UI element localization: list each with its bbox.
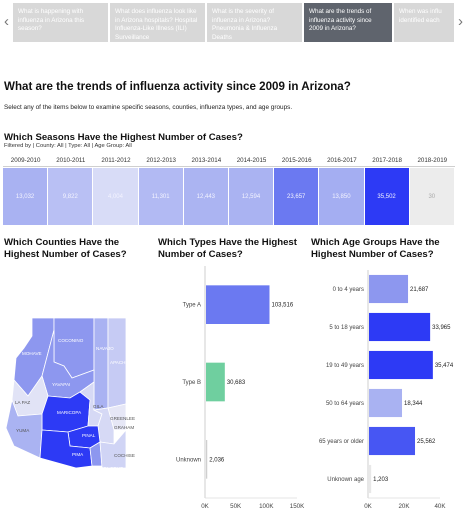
season-label[interactable]: 2014-2015 — [236, 157, 267, 164]
season-label[interactable]: 2009-2010 — [10, 157, 41, 164]
tick-label: 50K — [230, 503, 242, 510]
value-label: 18,344 — [404, 401, 423, 407]
season-label[interactable]: 2015-2016 — [281, 157, 312, 164]
season-cell[interactable]: 23,657 — [274, 168, 320, 225]
story-tab-label: When was influ identified each — [399, 8, 442, 24]
season-cell[interactable]: 9,822 — [48, 168, 94, 225]
story-navigation: ‹ What is happening with influenza in Ar… — [0, 0, 467, 42]
county-label-maricopa: MARICOPA — [57, 410, 82, 415]
county-label-lapaz: LA PAZ — [15, 400, 30, 405]
county-label-gila: GILA — [93, 404, 104, 409]
story-tab-3[interactable]: What is the severity of influenza in Ari… — [207, 3, 302, 42]
tick-label: 100K — [259, 503, 274, 510]
page-title: What are the trends of influenza activit… — [4, 80, 351, 93]
category-label[interactable]: 50 to 64 years — [326, 401, 364, 407]
season-cell[interactable]: 35,502 — [364, 168, 410, 225]
bar[interactable] — [369, 274, 409, 304]
value-label: 21,687 — [410, 287, 429, 293]
county-label-navajo: NAVAJO — [96, 346, 114, 351]
story-tab-5[interactable]: When was influ identified each — [394, 3, 454, 42]
season-label[interactable]: 2017-2018 — [372, 157, 402, 164]
county-map: MOHAVE COCONINO NAVAJO APACHE YAVAPAI LA… — [2, 296, 152, 476]
category-label[interactable]: 19 to 49 years — [326, 363, 364, 369]
county-label-coconino: COCONINO — [58, 338, 84, 343]
types-title: Which Types Have the Highest Number of C… — [158, 237, 297, 260]
season-label[interactable]: 2013-2014 — [191, 157, 222, 164]
county-label-yuma: YUMA — [16, 428, 30, 433]
season-cell[interactable]: 12,443 — [183, 168, 229, 225]
bar[interactable] — [206, 440, 208, 479]
county-label-santacruz: SANTA CRUZ — [94, 466, 123, 471]
tick-label: 20K — [398, 503, 410, 510]
value-label: 103,516 — [271, 303, 293, 309]
story-tab-1[interactable]: What is happening with influenza in Ariz… — [13, 3, 108, 42]
story-tab-label: What is happening with influenza in Ariz… — [18, 8, 85, 33]
season-label[interactable]: 2018-2019 — [417, 157, 448, 164]
category-label[interactable]: 65 years or older — [319, 439, 364, 445]
season-cell[interactable]: 13,032 — [3, 168, 49, 225]
category-label[interactable]: Type A — [183, 303, 201, 309]
seasons-title: Which Seasons Have the Highest Number of… — [4, 132, 243, 143]
age-groups-title: Which Age Groups Have the Highest Number… — [311, 237, 440, 260]
page-instructions: Select any of the items below to examine… — [4, 104, 293, 111]
category-label[interactable]: Type B — [182, 380, 201, 386]
tick-label: 150K — [290, 503, 305, 510]
county-label-yavapai: YAVAPAI — [52, 382, 70, 387]
category-label[interactable]: 5 to 18 years — [329, 325, 364, 331]
value-label: 2,036 — [209, 457, 225, 463]
value-label: 30,683 — [227, 380, 246, 386]
story-tab-2[interactable]: What does influenza look like in Arizona… — [110, 3, 205, 42]
county-label-graham: GRAHAM — [114, 425, 134, 430]
county-label-greenlee: GREENLEE — [110, 416, 135, 421]
season-label[interactable]: 2011-2012 — [101, 157, 131, 164]
value-label: 35,474 — [435, 363, 454, 369]
season-label[interactable]: 2010-2011 — [56, 157, 86, 164]
bar[interactable] — [369, 388, 403, 418]
season-cell[interactable]: 30 — [409, 168, 455, 225]
bar[interactable] — [369, 350, 433, 380]
county-label-mohave: MOHAVE — [22, 351, 42, 356]
filter-summary: Filtered by | County: All | Type: All | … — [4, 143, 132, 149]
season-cell[interactable]: 11,301 — [138, 168, 184, 225]
value-label: 1,203 — [373, 477, 389, 483]
counties-title: Which Counties Have the Highest Number o… — [4, 237, 127, 260]
tick-label: 40K — [434, 503, 446, 510]
bar[interactable] — [206, 362, 225, 402]
category-label[interactable]: Unknown — [176, 457, 201, 463]
season-label[interactable]: 2016-2017 — [327, 157, 357, 164]
bar[interactable] — [369, 312, 431, 342]
county-label-pima: PIMA — [72, 452, 84, 457]
tick-label: 0K — [364, 503, 372, 510]
bar[interactable] — [369, 426, 416, 456]
age-groups-bar-chart: 0 to 4 years 21,687 5 to 18 years 33,965 19 … — [311, 262, 463, 517]
county-label-pinal: PINAL — [82, 433, 96, 438]
bar[interactable] — [369, 464, 372, 494]
tick-label: 0K — [201, 503, 209, 510]
category-label[interactable]: Unknown age — [327, 477, 364, 483]
bar[interactable] — [206, 285, 270, 324]
season-cell[interactable]: 4,004 — [93, 168, 139, 225]
value-label: 33,965 — [432, 325, 451, 331]
chevron-right-icon[interactable]: › — [458, 12, 463, 30]
county-label-cochise: COCHISE — [114, 453, 135, 458]
season-label[interactable]: 2012-2013 — [146, 157, 176, 164]
value-label: 25,562 — [417, 439, 436, 445]
county-navajo[interactable] — [93, 317, 109, 411]
category-label[interactable]: 0 to 4 years — [333, 287, 364, 293]
county-cochise[interactable] — [99, 428, 127, 469]
story-tab-label: What is the severity of influenza in Ari… — [212, 8, 278, 41]
season-cell[interactable]: 13,850 — [319, 168, 365, 225]
types-bar-chart: Type A 103,516 Type B 30,683 Unknown 2,036 0K 5… — [158, 262, 308, 517]
season-cell[interactable]: 12,594 — [228, 168, 275, 225]
county-label-apache: APACHE — [110, 360, 129, 365]
story-tab-4-active[interactable]: What are the trends of influenza activit… — [304, 3, 392, 42]
chevron-left-icon[interactable]: ‹ — [4, 12, 9, 30]
season-highlight-table: 2009-2010 2010-2011 2011-2012 2012-2013 2013… — [3, 155, 455, 225]
story-tab-label: What does influenza look like in Arizona… — [115, 8, 198, 41]
story-tab-label: What are the trends of influenza activit… — [309, 8, 372, 33]
